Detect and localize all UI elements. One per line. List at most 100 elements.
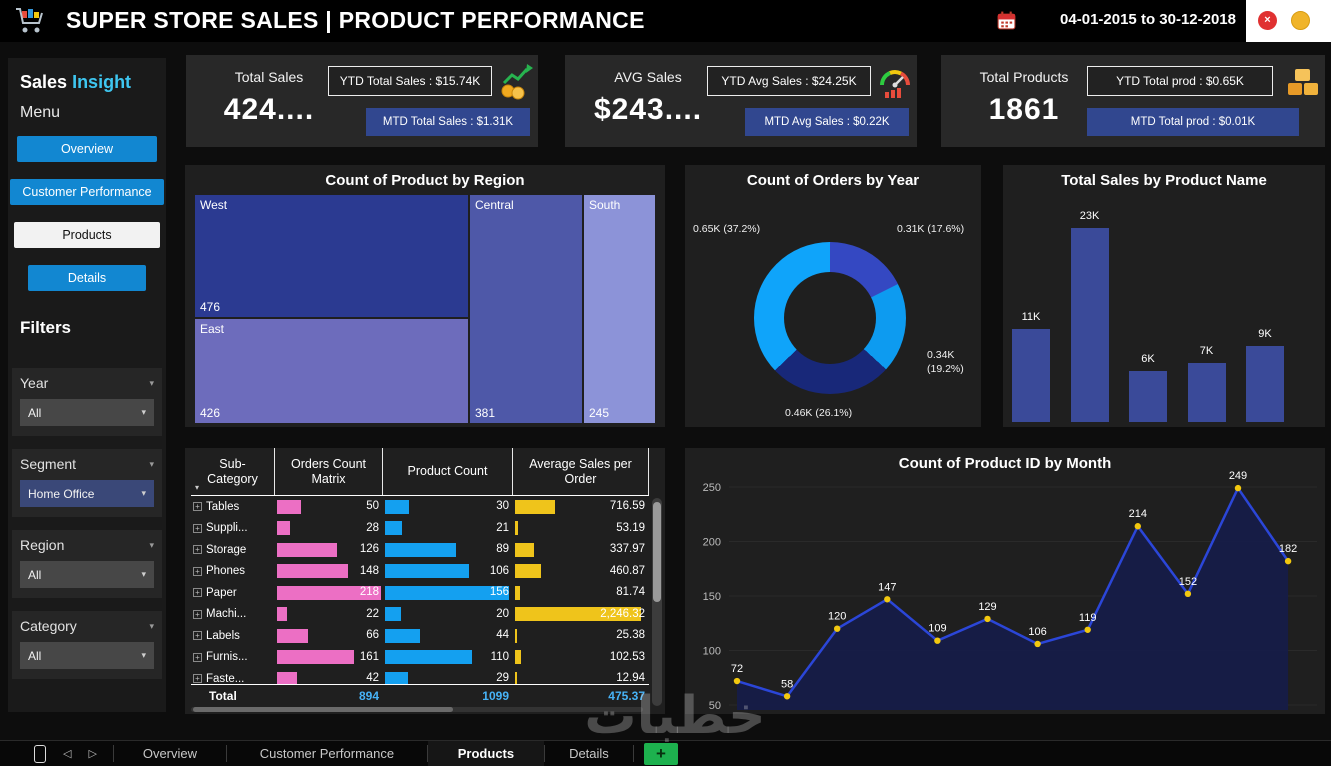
- table-row-phones[interactable]: + Phones 148 106 460.87: [191, 561, 649, 583]
- filter-label-row: Year ▾: [20, 375, 154, 391]
- ytd-badge: YTD Total Sales : $15.74K: [328, 66, 492, 96]
- data-point-marker[interactable]: [1234, 484, 1242, 492]
- data-point-marker[interactable]: [1134, 523, 1141, 530]
- add-page-button[interactable]: +: [643, 742, 678, 765]
- selected-value: All: [28, 405, 42, 420]
- cell-value: 21: [496, 521, 509, 534]
- products-bar: [385, 499, 409, 514]
- chevron-down-icon[interactable]: ▾: [149, 539, 154, 550]
- separator: [225, 745, 227, 762]
- expand-icon[interactable]: +: [193, 609, 202, 619]
- table-row-machi[interactable]: + Machi... 22 20 2,246.32: [191, 604, 649, 626]
- data-point-marker[interactable]: [1084, 626, 1091, 633]
- expand-icon[interactable]: +: [193, 631, 202, 641]
- filter-dropdown-category[interactable]: All ▾: [20, 642, 154, 669]
- data-point-label: 119: [1079, 612, 1097, 624]
- cell-value: 22: [366, 607, 379, 620]
- data-point-marker[interactable]: [934, 637, 941, 644]
- column-header-orders[interactable]: Orders Count Matrix: [275, 448, 383, 495]
- sidebar-item-overview[interactable]: Overview: [17, 136, 157, 162]
- column-header-avg-sales[interactable]: Average Sales per Order: [513, 448, 649, 495]
- data-point-marker[interactable]: [733, 677, 741, 685]
- bottom-tab-details[interactable]: Details: [569, 746, 609, 761]
- cell-products: 89: [383, 539, 513, 561]
- table-row-paper[interactable]: + Paper 218 156 81.74: [191, 582, 649, 604]
- bar-6k[interactable]: [1129, 371, 1167, 422]
- expand-icon[interactable]: +: [193, 523, 202, 533]
- vertical-scrollbar[interactable]: [652, 498, 662, 706]
- bottom-tab-products[interactable]: Products: [427, 741, 544, 766]
- expand-icon[interactable]: +: [193, 502, 202, 512]
- filter-dropdown-year[interactable]: All ▾: [20, 399, 154, 426]
- close-icon[interactable]: ×: [1258, 11, 1277, 30]
- bottom-tab-overview[interactable]: Overview: [142, 746, 198, 761]
- treemap-region-west[interactable]: West 476: [195, 195, 468, 317]
- date-range: 04-01-2015 to 30-12-2018: [1060, 11, 1236, 28]
- bar-11k[interactable]: [1012, 329, 1050, 422]
- table-row-furnis[interactable]: + Furnis... 161 110 102.53: [191, 647, 649, 669]
- treemap-region-south[interactable]: South 245: [584, 195, 655, 423]
- collapse-icon[interactable]: [1291, 11, 1310, 30]
- filter-dropdown-region[interactable]: All ▾: [20, 561, 154, 588]
- sidebar-item-customer-performance[interactable]: Customer Performance: [10, 179, 164, 205]
- table-row-labels[interactable]: + Labels 66 44 25.38: [191, 625, 649, 647]
- sidebar-item-details[interactable]: Details: [28, 265, 146, 291]
- expand-icon[interactable]: +: [193, 674, 202, 684]
- cell-avg: 12.94: [513, 668, 649, 690]
- bar-7k[interactable]: [1187, 363, 1226, 422]
- column-header-subcategory[interactable]: Sub-Category ▾: [191, 448, 275, 495]
- data-point-marker[interactable]: [1034, 640, 1041, 648]
- sidebar-item-products[interactable]: Products: [14, 222, 160, 248]
- chevron-down-icon: ▾: [141, 569, 146, 579]
- expand-icon[interactable]: +: [193, 566, 202, 576]
- donut-chart[interactable]: [754, 242, 906, 394]
- data-point-label: 214: [1129, 508, 1147, 520]
- mobile-layout-icon[interactable]: [34, 744, 46, 763]
- filter-arrow-icon[interactable]: ▾: [195, 483, 200, 493]
- data-point-marker[interactable]: [834, 625, 841, 632]
- bar-23k[interactable]: [1070, 228, 1109, 422]
- cell-value: 42: [366, 672, 379, 684]
- kpi-value: 424....: [223, 93, 315, 126]
- cell-avg: 25.38: [513, 625, 649, 647]
- table-row-suppli[interactable]: + Suppli... 28 21 53.19: [191, 518, 649, 540]
- chevron-down-icon[interactable]: ▾: [149, 620, 154, 631]
- filter-dropdown-segment[interactable]: Home Office ▾: [20, 480, 154, 507]
- data-point-marker[interactable]: [984, 615, 991, 623]
- subcategory-name: Tables: [206, 500, 240, 513]
- kpi-title: Total Products: [979, 69, 1069, 85]
- data-point-marker[interactable]: [1284, 557, 1292, 565]
- sales-trend-icon: [501, 64, 533, 100]
- table-row-tables[interactable]: + Tables 50 30 716.59: [191, 496, 649, 518]
- donut-panel: Count of Orders by Year 0.31K (17.6%) 0.3…: [685, 165, 981, 427]
- prev-page-arrow-icon[interactable]: ◁: [63, 748, 72, 760]
- scrollbar-thumb[interactable]: [653, 502, 661, 602]
- horizontal-scrollbar[interactable]: [191, 707, 643, 712]
- orders-bar: [277, 607, 287, 621]
- subcategory-name: Phones: [206, 565, 246, 578]
- scrollbar-thumb[interactable]: [193, 707, 453, 712]
- expand-icon[interactable]: +: [193, 652, 202, 662]
- bar-9k[interactable]: [1246, 346, 1284, 422]
- treemap-region-central[interactable]: Central 381: [470, 195, 582, 423]
- expand-icon[interactable]: +: [193, 588, 202, 598]
- data-point-marker[interactable]: [884, 596, 891, 603]
- cell-subcategory: + Suppli...: [191, 518, 275, 540]
- treemap-region-east[interactable]: East 426: [195, 319, 468, 423]
- region-name: West: [200, 198, 228, 212]
- cell-value: 89: [496, 543, 509, 555]
- cell-value: 2,246.32: [600, 607, 645, 620]
- next-page-arrow-icon[interactable]: ▷: [88, 748, 97, 760]
- cell-value: 716.59: [609, 500, 645, 512]
- bottom-tab-customer-performance[interactable]: Customer Performance: [259, 746, 395, 761]
- table-row-storage[interactable]: + Storage 126 89 337.97: [191, 539, 649, 561]
- table-row-faste[interactable]: + Faste... 42 29 12.94: [191, 668, 649, 690]
- expand-icon[interactable]: +: [193, 545, 202, 555]
- column-header-product-count[interactable]: Product Count: [383, 448, 513, 495]
- data-point-marker[interactable]: [1184, 590, 1192, 598]
- chevron-down-icon[interactable]: ▾: [149, 377, 154, 388]
- data-point-marker[interactable]: [783, 693, 791, 700]
- treemap-panel: Count of Product by Region West 476 East 42…: [185, 165, 665, 427]
- chevron-down-icon[interactable]: ▾: [149, 458, 154, 469]
- kpi-card-total-products: Total Products 1861 YTD Total prod : $0.…: [941, 55, 1325, 147]
